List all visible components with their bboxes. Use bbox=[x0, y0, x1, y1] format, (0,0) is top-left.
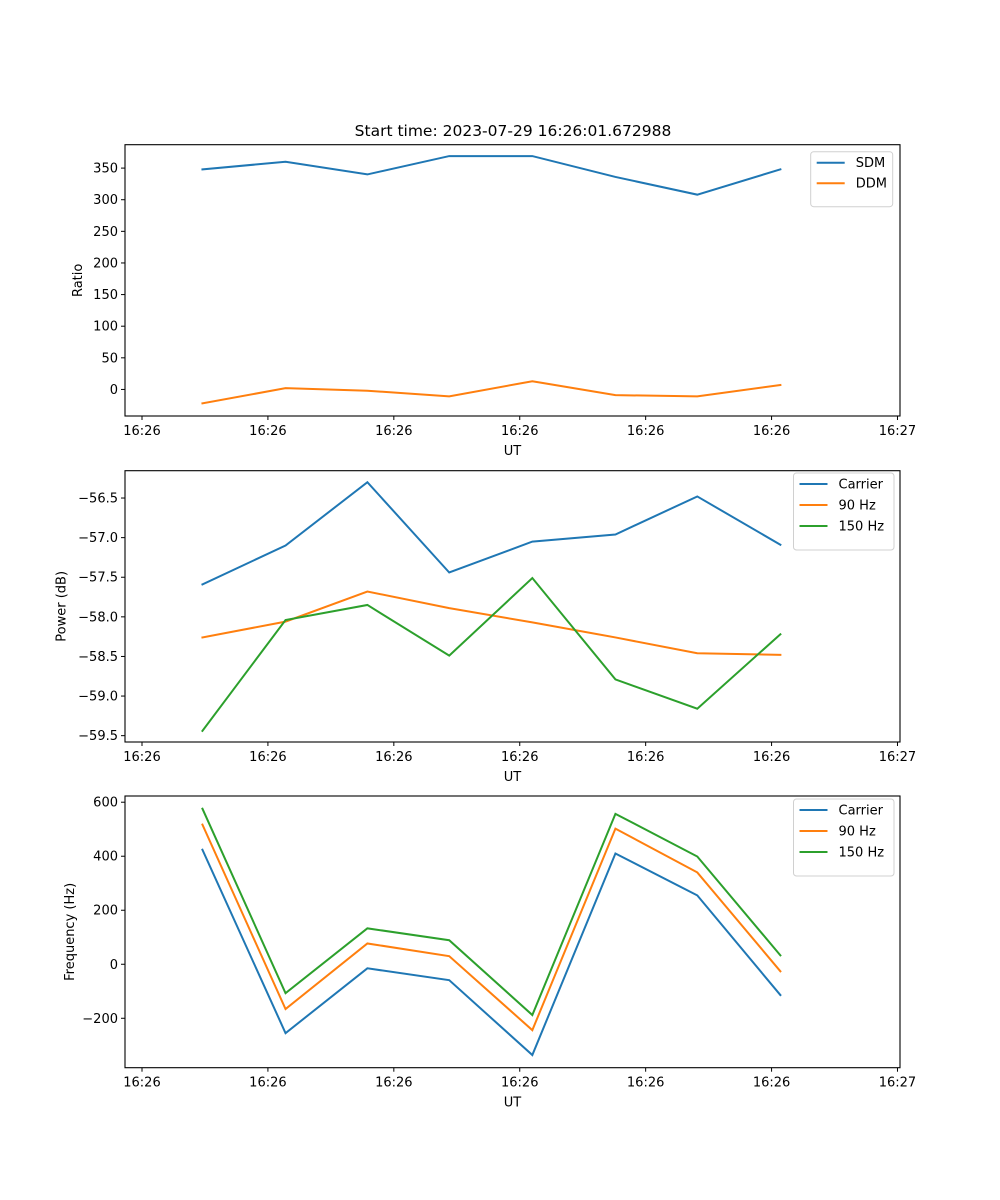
legend: SDM DDM bbox=[810, 151, 894, 208]
y-tick-label: 50 bbox=[101, 351, 118, 366]
axes-frame bbox=[124, 795, 901, 1069]
x-tick-label: 16:26 bbox=[375, 1076, 412, 1091]
x-axis-label: UT bbox=[504, 1096, 522, 1111]
legend: Carrier 90 Hz 150 Hz bbox=[793, 798, 895, 877]
legend-box bbox=[793, 798, 895, 877]
series-group bbox=[201, 807, 782, 1057]
x-tick-label: 16:26 bbox=[501, 424, 538, 439]
x-tick-label: 16:27 bbox=[879, 1076, 916, 1091]
y-axis: −200 0 200 400 600 Frequency (Hz) bbox=[63, 796, 125, 1027]
y-axis: 0 50 100 150 200 250 300 350 Ratio bbox=[71, 162, 125, 398]
y-tick-label: 200 bbox=[93, 904, 118, 919]
x-axis-label: UT bbox=[504, 444, 522, 459]
x-tick-label: 16:26 bbox=[249, 750, 286, 765]
series-line-sdm bbox=[201, 155, 782, 196]
legend-box bbox=[793, 472, 895, 551]
x-tick-label: 16:26 bbox=[627, 750, 664, 765]
y-tick-label: −58.0 bbox=[78, 610, 118, 625]
x-tick-label: 16:26 bbox=[501, 1076, 538, 1091]
legend-label: 150 Hz bbox=[839, 846, 885, 861]
series-line-150-hz bbox=[201, 807, 782, 1017]
x-axis: 16:26 16:26 16:26 16:26 16:26 16:26 16:27 UT bbox=[123, 742, 916, 785]
panel-3: 16:26 16:26 16:26 16:26 16:26 16:26 16:27 UT −20… bbox=[63, 795, 916, 1111]
axes-frame bbox=[124, 144, 901, 417]
series-line-carrier bbox=[201, 480, 782, 586]
legend-label: DDM bbox=[856, 177, 887, 192]
y-tick-label: −59.5 bbox=[78, 729, 118, 744]
y-tick-label: −58.5 bbox=[78, 650, 118, 665]
y-tick-label: −57.5 bbox=[78, 571, 118, 586]
series-line-150-hz bbox=[201, 576, 782, 733]
x-tick-label: 16:26 bbox=[123, 424, 160, 439]
panel-2: 16:26 16:26 16:26 16:26 16:26 16:26 16:27 UT −59… bbox=[55, 470, 916, 785]
x-tick-label: 16:26 bbox=[753, 1076, 790, 1091]
y-tick-label: −56.5 bbox=[78, 492, 118, 507]
y-axis: −59.5 −59.0 −58.5 −58.0 −57.5 −57.0 −56.5 Power… bbox=[55, 492, 125, 744]
y-tick-label: −59.0 bbox=[78, 690, 118, 705]
legend-label: Carrier bbox=[839, 478, 884, 493]
y-tick-label: 200 bbox=[93, 256, 118, 271]
x-axis: 16:26 16:26 16:26 16:26 16:26 16:26 16:27 UT bbox=[123, 1067, 916, 1111]
y-tick-label: 0 bbox=[110, 383, 118, 398]
axes-frame bbox=[124, 470, 901, 743]
x-tick-label: 16:26 bbox=[753, 424, 790, 439]
y-axis-label: Frequency (Hz) bbox=[63, 883, 78, 981]
x-axis-label: UT bbox=[504, 770, 522, 785]
y-tick-label: −200 bbox=[82, 1012, 118, 1027]
legend-label: 90 Hz bbox=[839, 825, 876, 840]
x-tick-label: 16:26 bbox=[627, 424, 664, 439]
panels: 16:26 16:26 16:26 16:26 16:26 16:26 16:27 UT 0 50… bbox=[55, 144, 916, 1111]
x-tick-label: 16:26 bbox=[123, 1076, 160, 1091]
y-tick-label: 350 bbox=[93, 162, 118, 177]
legend-label: SDM bbox=[856, 156, 885, 171]
x-tick-label: 16:26 bbox=[123, 750, 160, 765]
y-tick-label: 600 bbox=[93, 796, 118, 811]
y-tick-label: 150 bbox=[93, 288, 118, 303]
series-line-ddm bbox=[201, 380, 782, 405]
legend-label: 150 Hz bbox=[839, 520, 885, 535]
series-line-carrier bbox=[201, 848, 782, 1057]
legend-label: Carrier bbox=[839, 804, 884, 819]
y-tick-label: −57.0 bbox=[78, 531, 118, 546]
series-line-90-hz bbox=[201, 823, 782, 1032]
x-tick-label: 16:26 bbox=[501, 750, 538, 765]
x-tick-label: 16:26 bbox=[753, 750, 790, 765]
y-tick-label: 300 bbox=[93, 193, 118, 208]
x-tick-label: 16:26 bbox=[249, 424, 286, 439]
series-group bbox=[201, 155, 782, 405]
x-axis: 16:26 16:26 16:26 16:26 16:26 16:26 16:27 UT bbox=[123, 416, 916, 459]
x-tick-label: 16:26 bbox=[627, 1076, 664, 1091]
legend-box bbox=[810, 151, 894, 208]
y-tick-label: 100 bbox=[93, 320, 118, 335]
x-tick-label: 16:26 bbox=[375, 750, 412, 765]
y-axis-label: Power (dB) bbox=[55, 571, 70, 642]
legend-label: 90 Hz bbox=[839, 499, 876, 514]
y-axis-label: Ratio bbox=[71, 264, 86, 297]
legend: Carrier 90 Hz 150 Hz bbox=[793, 472, 895, 551]
chart-title: Start time: 2023-07-29 16:26:01.672988 bbox=[355, 122, 672, 140]
y-tick-label: 0 bbox=[110, 958, 118, 973]
y-tick-label: 400 bbox=[93, 850, 118, 865]
panel-1: 16:26 16:26 16:26 16:26 16:26 16:26 16:27 UT 0 50… bbox=[71, 144, 916, 459]
x-tick-label: 16:27 bbox=[879, 750, 916, 765]
y-tick-label: 250 bbox=[93, 225, 118, 240]
x-tick-label: 16:26 bbox=[249, 1076, 286, 1091]
x-tick-label: 16:27 bbox=[879, 424, 916, 439]
x-tick-label: 16:26 bbox=[375, 424, 412, 439]
series-group bbox=[201, 480, 782, 733]
